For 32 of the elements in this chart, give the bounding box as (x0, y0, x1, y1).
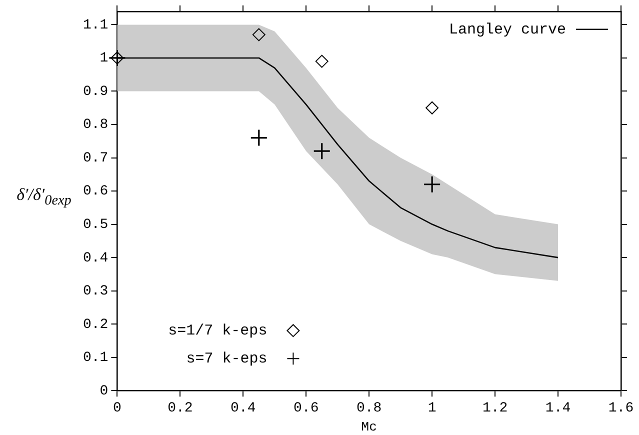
y-tick-label: 1.1 (82, 17, 108, 34)
legend-label: s=7 k-eps (186, 350, 268, 368)
x-tick-label: 1.4 (545, 400, 571, 417)
x-tick-label: 0.4 (230, 400, 256, 417)
legend-label: s=1/7 k-eps (168, 322, 268, 340)
y-tick-label: 0 (100, 383, 108, 400)
y-tick-label: 0.6 (82, 184, 108, 200)
x-axis-title: Mc (361, 420, 377, 435)
point (423, 176, 441, 194)
x-tick-label: 0.8 (356, 400, 382, 417)
y-tick-label: 0.3 (82, 284, 108, 300)
x-tick-label: 0.2 (168, 400, 193, 417)
y-tick-label: 0.1 (82, 350, 108, 366)
y-tick-label: 0.9 (82, 84, 108, 100)
y-tick-label: 0.2 (82, 316, 108, 333)
x-tick-label: 0.6 (294, 400, 319, 417)
point (313, 142, 331, 160)
point (252, 28, 266, 42)
y-tick-label: 0.5 (82, 216, 108, 233)
point (426, 101, 439, 114)
y-axis-title: δ′/δ′$_{0exp}$ (16, 185, 72, 210)
x-tick-label: 0 (113, 400, 122, 417)
point (315, 54, 328, 68)
x-tick-label: 1.2 (482, 400, 508, 417)
x-tick-label: 1 (428, 400, 436, 417)
y-tick-label: 1 (100, 50, 108, 67)
legend-label: Langley curve (448, 21, 566, 38)
y-tick-label: 0.8 (82, 117, 108, 134)
y-tick-label: 0.4 (82, 250, 108, 266)
x-tick-label: 1.6 (608, 400, 634, 417)
point (250, 129, 268, 147)
y-tick-label: 0.7 (82, 150, 108, 166)
